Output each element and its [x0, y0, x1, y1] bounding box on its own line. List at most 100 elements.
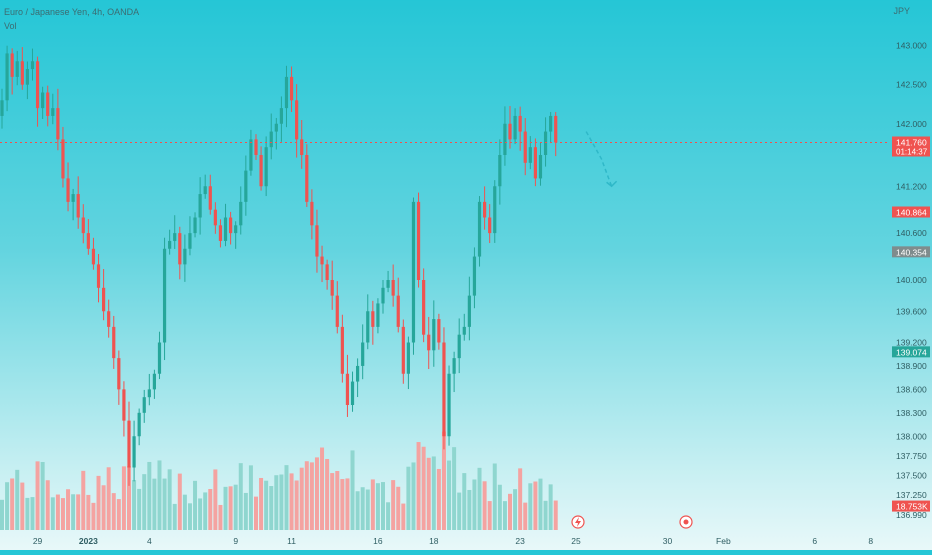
candle-body — [147, 389, 151, 398]
volume-bar — [518, 468, 523, 530]
candle-body — [269, 131, 273, 148]
volume-bar — [5, 482, 10, 530]
candle-body — [157, 342, 162, 374]
candle-body — [229, 217, 233, 234]
candle-body — [467, 295, 471, 327]
price-tick-label: 138.900 — [896, 361, 927, 371]
candle-body — [223, 217, 228, 241]
candle-body — [310, 201, 314, 226]
volume-bar — [335, 470, 340, 530]
volume-bar — [213, 469, 218, 530]
candle-body — [254, 139, 258, 155]
time-tick-label: 2023 — [79, 536, 98, 546]
volume-bar — [248, 465, 253, 530]
volume-bar — [259, 477, 264, 530]
price-tag — [892, 136, 930, 157]
price-tick-label: 139.600 — [896, 306, 927, 316]
earnings-icon-dot — [683, 519, 689, 525]
price-tick-label: 137.250 — [896, 490, 927, 500]
candle-body — [46, 92, 50, 116]
volume-bar — [309, 462, 314, 530]
candle-body — [162, 248, 167, 343]
volume-bar — [299, 467, 304, 530]
candle-body — [41, 92, 45, 109]
volume-bar — [223, 486, 228, 530]
candle-body — [208, 186, 212, 210]
candle-body — [442, 342, 446, 437]
candle-body — [340, 326, 344, 374]
time-axis[interactable]: 29 2023 4 9 11 16 18 23 25 30 Feb 6 8 — [33, 536, 873, 546]
candle-body — [188, 233, 192, 249]
candle-bodies — [0, 53, 558, 468]
volume-bar — [0, 499, 4, 530]
candle-body — [132, 436, 136, 468]
candle-body — [427, 334, 431, 351]
candle-body — [20, 61, 24, 85]
price-axis[interactable]: 143.000 142.500 142.000 141.200 140.600 140.0… — [896, 41, 927, 521]
time-tick-label: 9 — [233, 536, 238, 546]
volume-bar — [203, 492, 208, 530]
candle-body — [335, 295, 339, 327]
time-tick-label: 8 — [868, 536, 873, 546]
candle-body — [142, 397, 146, 413]
candle-body — [178, 233, 182, 265]
candle-body — [457, 334, 461, 359]
volume-bar — [330, 473, 335, 530]
time-tick-label: 6 — [812, 536, 817, 546]
volume-bar — [172, 503, 177, 530]
volume-bar — [360, 487, 365, 530]
projection-arrow — [585, 131, 618, 188]
candle-body — [437, 319, 441, 343]
event-markers[interactable] — [571, 515, 693, 529]
volume-bar — [243, 492, 248, 530]
candle-body — [249, 139, 253, 171]
candle-body — [528, 147, 532, 163]
volume-bar — [274, 475, 279, 530]
candle-body — [432, 319, 436, 351]
volume-bar — [96, 475, 101, 530]
price-tag — [892, 500, 930, 512]
candle-body — [35, 61, 40, 109]
volume-bar — [320, 447, 325, 530]
candle-body — [391, 280, 395, 296]
volume-bar — [76, 494, 81, 530]
price-tick-label: 143.000 — [896, 41, 927, 51]
symbol-title[interactable]: Euro / Japanese Yen, 4h, OANDA — [4, 7, 140, 17]
candle-body — [376, 303, 380, 327]
price-tick-label: 142.500 — [896, 80, 927, 90]
volume-bar — [218, 504, 223, 530]
candle-body — [305, 155, 309, 202]
price-tag-label: 18.753K — [896, 502, 928, 512]
volume-bar — [167, 469, 172, 530]
volume-bar — [543, 500, 548, 530]
volume-bar — [55, 494, 60, 530]
candle-body — [86, 233, 90, 249]
candle-body — [66, 178, 70, 202]
volume-bar — [91, 502, 96, 530]
volume-bar — [304, 461, 309, 530]
volume-bar — [401, 503, 406, 530]
volume-bar — [198, 498, 203, 530]
volume-bar — [294, 480, 299, 530]
volume-legend[interactable]: Vol — [4, 21, 17, 31]
candle-body — [91, 248, 96, 265]
candle-body — [0, 100, 4, 116]
candle-body — [30, 61, 35, 70]
volume-bar — [375, 483, 380, 530]
candle-body — [549, 115, 553, 132]
candle-body — [112, 326, 116, 359]
candle-body — [279, 108, 283, 124]
candle-body — [183, 248, 187, 265]
volume-bar — [187, 503, 192, 530]
volume-bar — [66, 489, 71, 530]
volume-bar — [406, 466, 411, 530]
volume-bar — [60, 498, 65, 530]
volume-bar — [452, 447, 457, 530]
price-tick-label: 138.600 — [896, 384, 927, 394]
volume-bar — [538, 478, 543, 530]
currency-label: JPY — [893, 6, 910, 16]
volume-bar — [254, 496, 258, 530]
price-tick-label: 138.000 — [896, 431, 927, 441]
